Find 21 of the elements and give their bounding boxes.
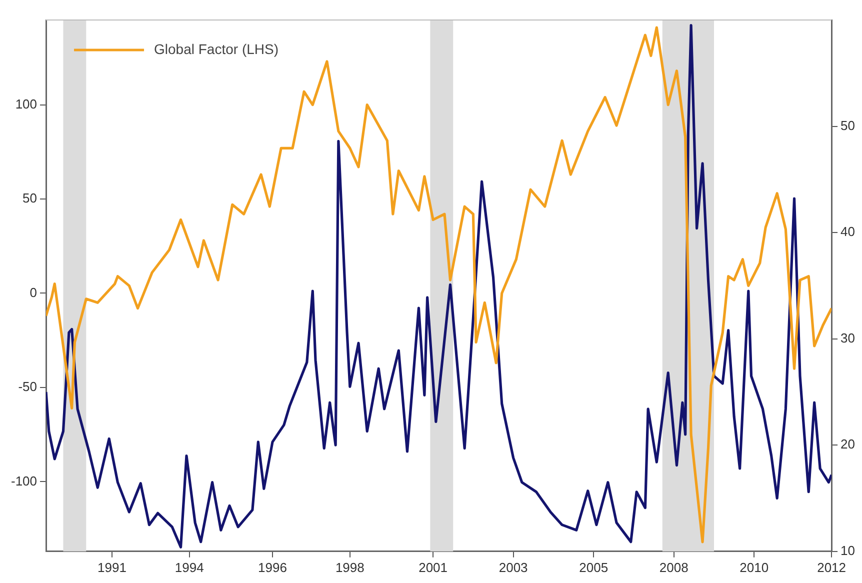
y2-tick-label: 20 bbox=[840, 436, 856, 452]
x-tick-label: 2005 bbox=[579, 560, 608, 575]
x-tick-label: 2008 bbox=[659, 560, 688, 575]
x-tick-label: 2012 bbox=[817, 560, 846, 575]
y-tick-label: -50 bbox=[18, 379, 38, 394]
x-tick-label: 1994 bbox=[174, 560, 204, 575]
y2-tick-label: 30 bbox=[840, 330, 856, 346]
x-tick-label: 2010 bbox=[740, 560, 769, 575]
y2-tick-label: 50 bbox=[840, 118, 856, 133]
x-tick-label: 1996 bbox=[258, 560, 287, 575]
y-tick-label: 0 bbox=[30, 284, 38, 300]
y-tick-label: 50 bbox=[22, 190, 38, 206]
text: Global Factor (LHS) bbox=[154, 40, 279, 57]
y2-tick-label: 40 bbox=[840, 224, 856, 240]
x-tick-label: 1991 bbox=[97, 560, 126, 575]
y2-tick-label: 10 bbox=[840, 542, 856, 558]
y-tick-label: 100 bbox=[15, 96, 38, 112]
x-tick-label: 1998 bbox=[335, 560, 364, 575]
x-tick-label: 2003 bbox=[498, 560, 528, 575]
x-tick-label: 2001 bbox=[418, 560, 448, 575]
y-tick-label: -100 bbox=[10, 473, 38, 488]
